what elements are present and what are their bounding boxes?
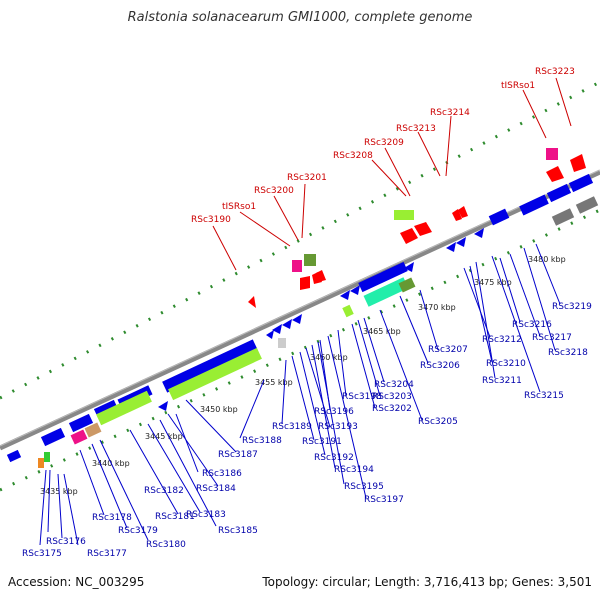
bottom-label: RSc3217 xyxy=(532,333,572,343)
scale-label: 3450 kbp xyxy=(200,405,238,414)
bottom-label: RSc3216 xyxy=(512,320,552,330)
top-label: RSc3213 xyxy=(396,124,436,134)
scale-label: 3445 kbp xyxy=(145,432,183,441)
bottom-label: RSc3203 xyxy=(372,392,412,402)
bottom-label: RSc3206 xyxy=(420,361,460,371)
top-label: RSc3214 xyxy=(430,108,470,118)
bottom-label: RSc3195 xyxy=(344,482,384,492)
bottom-label: RSc3184 xyxy=(196,484,236,494)
scale-label: 3455 kbp xyxy=(255,378,293,387)
scale-label: 3465 kbp xyxy=(363,327,401,336)
bottom-label: RSc3204 xyxy=(374,380,414,390)
bottom-label: RSc3176 xyxy=(46,537,86,547)
top-label: RSc3201 xyxy=(287,173,327,183)
scale-label: 3475 kbp xyxy=(474,278,512,287)
bottom-label: RSc3193 xyxy=(318,422,358,432)
bottom-labels: RSc3175 RSc3176 RSc3177 RSc3178 RSc3179 … xyxy=(22,302,592,559)
bottom-label: RSc3187 xyxy=(218,450,258,460)
bottom-label: RSc3178 xyxy=(92,513,132,523)
bottom-label: RSc3198 xyxy=(342,392,382,402)
top-label: tISRso1 xyxy=(222,202,256,212)
inner-tick-track xyxy=(0,208,600,492)
top-label: RSc3223 xyxy=(535,67,575,77)
bottom-label: RSc3212 xyxy=(482,335,522,345)
top-label: tISRso1 xyxy=(501,81,535,91)
bottom-label: RSc3215 xyxy=(524,391,564,401)
bottom-label: RSc3207 xyxy=(428,345,468,355)
bottom-label: RSc3179 xyxy=(118,526,158,536)
bottom-label: RSc3205 xyxy=(418,417,458,427)
outer-tick-track xyxy=(0,80,600,400)
bottom-label: RSc3191 xyxy=(302,437,342,447)
bottom-label: RSc3196 xyxy=(314,407,354,417)
genome-backbone xyxy=(0,169,600,451)
top-label: RSc3200 xyxy=(254,186,294,196)
top-leader-lines xyxy=(212,77,572,271)
scale-label: 3480 kbp xyxy=(528,255,566,264)
arrow-features[interactable] xyxy=(158,228,484,411)
forward-strand-features[interactable] xyxy=(6,173,599,463)
red-features[interactable] xyxy=(248,154,586,308)
bottom-label: RSc3192 xyxy=(314,453,354,463)
bottom-label: RSc3186 xyxy=(202,469,242,479)
bottom-label: RSc3185 xyxy=(218,526,258,536)
top-label: RSc3209 xyxy=(364,138,404,148)
bottom-label: RSc3202 xyxy=(372,404,412,414)
bottom-label: RSc3219 xyxy=(552,302,592,312)
bottom-label: RSc3175 xyxy=(22,549,62,559)
bottom-label: RSc3177 xyxy=(87,549,127,559)
bottom-label: RSc3210 xyxy=(486,359,526,369)
top-label: RSc3190 xyxy=(191,215,231,225)
bottom-label: RSc3189 xyxy=(272,422,312,432)
scale-label: 3470 kbp xyxy=(418,303,456,312)
accession-text: Accession: NC_003295 xyxy=(8,575,145,589)
bottom-label: RSc3181 xyxy=(155,512,195,522)
top-label: RSc3208 xyxy=(333,151,373,161)
bottom-label: RSc3211 xyxy=(482,376,522,386)
map-title: Ralstonia solanacearum GMI1000, complete… xyxy=(127,10,473,25)
top-labels: RSc3190 tISRso1 RSc3200 RSc3201 RSc3208 … xyxy=(191,67,575,225)
bottom-label: RSc3194 xyxy=(334,465,374,475)
bottom-label: RSc3197 xyxy=(364,495,404,505)
bottom-leader-lines xyxy=(39,243,561,546)
scale-label: 3460 kbp xyxy=(310,353,348,362)
bottom-label: RSc3188 xyxy=(242,436,282,446)
bottom-label: RSc3180 xyxy=(146,540,186,550)
summary-text: Topology: circular; Length: 3,716,413 bp… xyxy=(262,575,592,589)
bottom-label: RSc3183 xyxy=(186,510,226,520)
bottom-label: RSc3218 xyxy=(548,348,588,358)
colored-features[interactable] xyxy=(38,148,558,468)
bottom-label: RSc3182 xyxy=(144,486,184,496)
